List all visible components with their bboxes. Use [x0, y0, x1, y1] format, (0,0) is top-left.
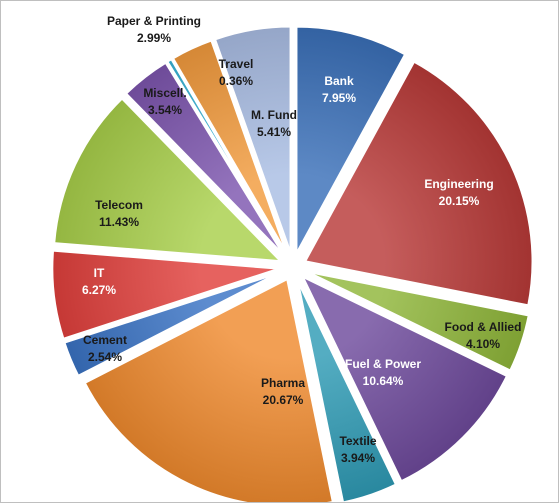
slice-category-label: M. Fund — [251, 108, 297, 122]
slice-label: Textile 3.94% — [339, 434, 376, 465]
slice-percent-label: 3.94% — [341, 451, 375, 465]
slice-label: Travel 0.36% — [219, 57, 254, 88]
slice-category-label: Engineering — [424, 177, 493, 191]
pie-slice-travel — [165, 57, 288, 258]
slice-percent-label: 11.43% — [99, 215, 139, 229]
slice-percent-label: 10.64% — [363, 374, 404, 388]
slice-category-label: Telecom — [95, 198, 143, 212]
slice-category-label: Paper & Printing — [107, 14, 201, 28]
slice-label: Pharma 20.67% — [261, 376, 305, 407]
slice-category-label: Textile — [339, 434, 376, 448]
slice-label: Engineering 20.15% — [424, 177, 493, 208]
slice-label: Fuel & Power 10.64% — [345, 357, 421, 388]
slice-percent-label: 3.54% — [148, 103, 182, 117]
slice-percent-label: 6.27% — [82, 283, 116, 297]
slice-category-label: Food & Allied — [445, 320, 522, 334]
slice-percent-label: 20.15% — [439, 194, 480, 208]
slice-category-label: IT — [94, 266, 105, 280]
pie-slice-pharma — [83, 277, 335, 502]
slice-percent-label: 7.95% — [322, 91, 356, 105]
pie-slice-telecom — [52, 97, 283, 263]
slice-category-label: Travel — [219, 57, 254, 71]
slice-label: M. Fund 5.41% — [251, 108, 297, 139]
slice-category-label: Fuel & Power — [345, 357, 421, 371]
slice-label: Cement 2.54% — [83, 333, 127, 364]
slice-percent-label: 2.54% — [88, 350, 122, 364]
slice-percent-label: 20.67% — [263, 393, 304, 407]
slice-label: Telecom 11.43% — [95, 198, 143, 229]
pie-slice-textile — [295, 278, 398, 502]
slice-label: Miscell. 3.54% — [143, 86, 186, 117]
pie-slice-m-fund — [213, 24, 293, 256]
pie-slice-it — [50, 249, 282, 341]
pie-slice-fuel-power — [300, 274, 509, 483]
slice-label: Bank 7.95% — [322, 74, 356, 105]
pie-slice-cement — [62, 270, 283, 378]
slice-label: IT 6.27% — [82, 266, 116, 297]
slice-category-label: Bank — [324, 74, 354, 88]
pie-slice-paper-printing — [171, 39, 289, 257]
pie-slice-food-allied — [304, 269, 531, 373]
slice-category-label: Miscell. — [143, 86, 186, 100]
pie-slice-engineering — [303, 60, 534, 307]
slice-percent-label: 0.36% — [219, 74, 253, 88]
pie-slice-bank — [294, 25, 407, 256]
pie-slice-miscell — [124, 61, 287, 258]
slice-label: Food & Allied 4.10% — [445, 320, 522, 351]
slice-percent-label: 5.41% — [257, 125, 291, 139]
slice-label: Paper & Printing 2.99% — [107, 14, 201, 45]
slice-category-label: Cement — [83, 333, 127, 347]
slice-percent-label: 4.10% — [466, 337, 500, 351]
slice-percent-label: 2.99% — [137, 31, 171, 45]
slice-category-label: Pharma — [261, 376, 305, 390]
